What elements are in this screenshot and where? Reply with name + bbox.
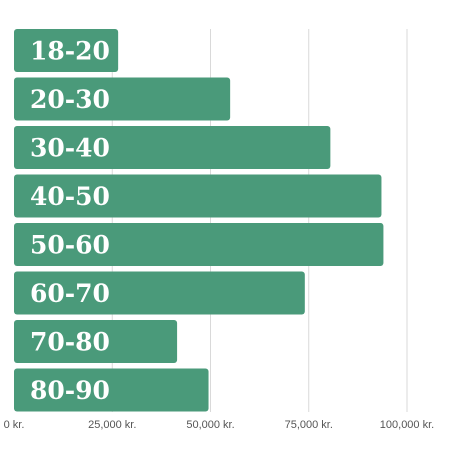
bar-category-label: 80-90 [30, 376, 110, 405]
x-tick-label: 100,000 kr. [380, 419, 434, 431]
x-tick-label: 0 kr. [4, 419, 25, 431]
x-tick-label: 25,000 kr. [88, 419, 136, 431]
bar-50-60 [14, 223, 384, 266]
bar-70-80 [14, 320, 178, 363]
bar-30-40 [14, 126, 331, 169]
bar-category-label: 70-80 [30, 328, 110, 357]
bars: 18-20 20-30 30-40 40-50 50-60 60-70 70-80 80-90 [14, 29, 384, 412]
x-tick-label: 50,000 kr. [186, 419, 234, 431]
bar-80-90 [14, 368, 209, 412]
bar-category-label: 60-70 [30, 279, 110, 308]
bar-category-label: 50-60 [30, 231, 110, 260]
bar-18-20 [14, 29, 119, 72]
bar-20-30 [14, 77, 231, 121]
bar-category-label: 18-20 [30, 37, 110, 66]
bar-40-50 [14, 174, 382, 218]
x-axis-ticks: 0 kr. 25,000 kr. 50,000 kr. 75,000 kr. 100,0… [4, 419, 435, 431]
bar-category-label: 30-40 [30, 134, 110, 163]
bar-category-label: 40-50 [30, 182, 110, 211]
bar-category-label: 20-30 [30, 85, 110, 114]
x-tick-label: 75,000 kr. [285, 419, 333, 431]
bar-60-70 [14, 271, 305, 315]
